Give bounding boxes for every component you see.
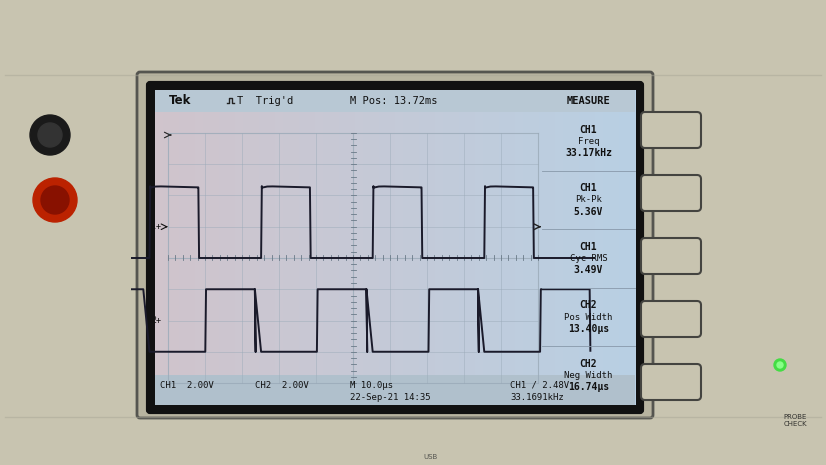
Bar: [323, 90, 332, 405]
Text: CH2  2.00V: CH2 2.00V: [255, 380, 309, 390]
Circle shape: [777, 362, 783, 368]
Circle shape: [41, 186, 69, 214]
Bar: [563, 90, 572, 405]
FancyBboxPatch shape: [641, 301, 701, 337]
Bar: [467, 90, 476, 405]
Circle shape: [30, 115, 70, 155]
Text: 1+: 1+: [151, 222, 161, 231]
Bar: [411, 90, 420, 405]
Bar: [331, 90, 340, 405]
Bar: [243, 90, 252, 405]
Bar: [307, 90, 316, 405]
Bar: [168, 133, 538, 383]
Bar: [451, 90, 460, 405]
Bar: [515, 90, 524, 405]
Bar: [267, 90, 276, 405]
Bar: [491, 90, 500, 405]
Bar: [155, 375, 635, 405]
Text: PROBE
CHECK: PROBE CHECK: [783, 413, 807, 426]
Text: 3.49V: 3.49V: [574, 265, 603, 275]
Bar: [211, 90, 220, 405]
Text: CH1: CH1: [580, 125, 597, 134]
Bar: [427, 90, 436, 405]
Text: Tek: Tek: [169, 94, 192, 107]
Text: 22-Sep-21 14:35: 22-Sep-21 14:35: [350, 392, 430, 401]
FancyBboxPatch shape: [641, 112, 701, 148]
Bar: [611, 90, 620, 405]
Bar: [171, 90, 180, 405]
Bar: [459, 90, 468, 405]
Text: Pk-Pk: Pk-Pk: [575, 195, 602, 205]
Bar: [155, 90, 164, 405]
Text: 33.1691kHz: 33.1691kHz: [510, 392, 564, 401]
Text: 33.17kHz: 33.17kHz: [565, 148, 612, 158]
Bar: [531, 90, 540, 405]
Text: Pos Width: Pos Width: [564, 312, 613, 322]
Bar: [379, 90, 388, 405]
Bar: [555, 90, 564, 405]
Bar: [283, 90, 292, 405]
Text: MEASURE: MEASURE: [567, 96, 610, 106]
Bar: [595, 90, 604, 405]
Bar: [251, 90, 260, 405]
Bar: [483, 90, 492, 405]
Bar: [627, 90, 636, 405]
Text: 5.36V: 5.36V: [574, 206, 603, 217]
Bar: [603, 90, 612, 405]
Text: USB: USB: [423, 454, 437, 460]
Text: CH2: CH2: [580, 300, 597, 310]
Bar: [355, 90, 364, 405]
Bar: [499, 90, 508, 405]
Bar: [195, 90, 204, 405]
Text: CH2: CH2: [580, 359, 597, 369]
FancyBboxPatch shape: [641, 175, 701, 211]
Text: CH1 / 2.48V: CH1 / 2.48V: [510, 380, 569, 390]
Text: 13.40μs: 13.40μs: [568, 324, 609, 334]
FancyBboxPatch shape: [148, 83, 642, 412]
Bar: [523, 90, 532, 405]
Bar: [547, 90, 556, 405]
Text: Cyc RMS: Cyc RMS: [570, 254, 607, 263]
Bar: [339, 90, 348, 405]
Bar: [587, 90, 596, 405]
Text: CH1: CH1: [580, 183, 597, 193]
Text: 16.74μs: 16.74μs: [568, 382, 609, 392]
Bar: [507, 90, 516, 405]
Bar: [419, 90, 428, 405]
FancyBboxPatch shape: [641, 238, 701, 274]
Bar: [403, 90, 412, 405]
Bar: [395, 90, 404, 405]
Circle shape: [33, 178, 77, 222]
Text: M Pos: 13.72ms: M Pos: 13.72ms: [350, 96, 438, 106]
Bar: [619, 90, 628, 405]
Bar: [235, 90, 244, 405]
Bar: [155, 90, 635, 112]
Bar: [275, 90, 284, 405]
Circle shape: [38, 123, 62, 147]
Text: 2+: 2+: [151, 316, 161, 325]
Bar: [363, 90, 372, 405]
Bar: [387, 90, 396, 405]
Bar: [187, 90, 196, 405]
Bar: [259, 90, 268, 405]
Bar: [219, 90, 228, 405]
FancyBboxPatch shape: [641, 364, 701, 400]
Bar: [443, 90, 452, 405]
Bar: [179, 90, 188, 405]
Text: CH1: CH1: [580, 242, 597, 252]
Bar: [163, 90, 172, 405]
FancyBboxPatch shape: [137, 72, 653, 418]
Bar: [435, 90, 444, 405]
Bar: [291, 90, 300, 405]
Bar: [539, 90, 548, 405]
Bar: [203, 90, 212, 405]
Bar: [227, 90, 236, 405]
Bar: [347, 90, 356, 405]
Text: M 10.0μs: M 10.0μs: [350, 380, 393, 390]
Text: T  Trig'd: T Trig'd: [237, 96, 293, 106]
Bar: [571, 90, 580, 405]
Bar: [475, 90, 484, 405]
Bar: [579, 90, 588, 405]
Text: Freq: Freq: [577, 137, 599, 146]
